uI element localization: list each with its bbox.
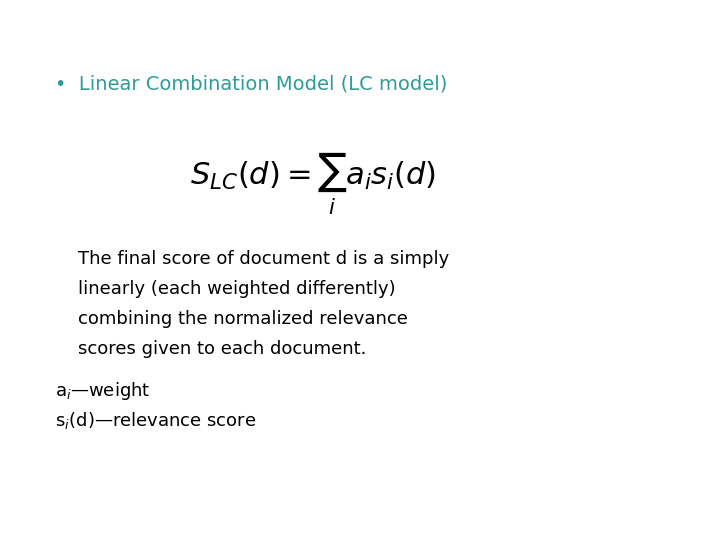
Text: $S_{LC}(d) = \sum_{i} a_i s_i(d)$: $S_{LC}(d) = \sum_{i} a_i s_i(d)$ [190,150,436,217]
Text: combining the normalized relevance: combining the normalized relevance [55,310,408,328]
Text: scores given to each document.: scores given to each document. [55,340,366,358]
Text: •  Linear Combination Model (LC model): • Linear Combination Model (LC model) [55,75,447,94]
Text: The final score of document d is a simply: The final score of document d is a simpl… [55,250,449,268]
Text: linearly (each weighted differently): linearly (each weighted differently) [55,280,395,298]
Text: s$_i$(d)—relevance score: s$_i$(d)—relevance score [55,410,256,431]
Text: a$_i$—weight: a$_i$—weight [55,380,150,402]
